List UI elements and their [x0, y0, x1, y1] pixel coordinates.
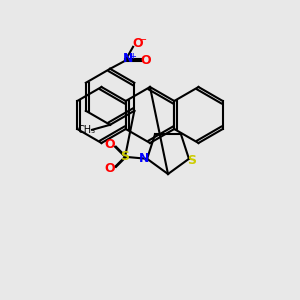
- Text: S: S: [121, 150, 130, 163]
- Text: O: O: [105, 138, 116, 151]
- Text: N: N: [139, 152, 149, 165]
- Text: +: +: [130, 52, 136, 61]
- Text: O: O: [141, 54, 152, 67]
- Text: S: S: [188, 154, 196, 167]
- Text: CH₃: CH₃: [77, 125, 95, 135]
- Text: O: O: [105, 162, 116, 175]
- Text: −: −: [139, 35, 147, 45]
- Text: O: O: [133, 37, 143, 50]
- Text: N: N: [123, 52, 133, 65]
